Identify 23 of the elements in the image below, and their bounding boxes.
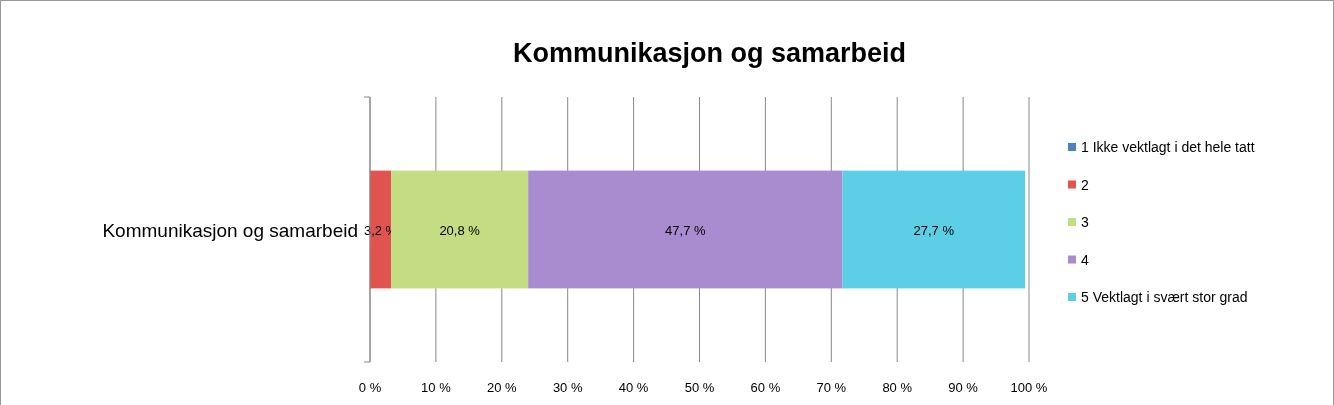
x-tick-label: 50 % xyxy=(684,380,715,395)
x-tick-label: 100 % xyxy=(1010,380,1048,395)
x-tick-label: 0 % xyxy=(358,380,382,395)
data-label: 20,8 % xyxy=(439,222,481,238)
bar xyxy=(842,170,1026,289)
chart-title: Kommunikasjon og samarbeid xyxy=(512,38,907,68)
x-tick-label: 60 % xyxy=(750,380,781,395)
legend-label: 5 Vektlagt i svært stor grad xyxy=(1081,289,1248,305)
x-tick-label: 40 % xyxy=(618,380,649,395)
legend-label: 2 xyxy=(1081,176,1089,193)
legend-label: 3 xyxy=(1081,214,1089,230)
x-tick-label: 10 % xyxy=(421,380,452,395)
x-tick-label: 80 % xyxy=(882,380,913,395)
x-tick-label: 70 % xyxy=(816,380,847,395)
x-tick-label: 20 % xyxy=(486,380,518,395)
legend-label: 4 xyxy=(1081,251,1089,268)
bar xyxy=(528,170,843,289)
data-label: 27,7 % xyxy=(913,222,955,238)
legend-label: 1 Ikke vektlagt i det hele tatt xyxy=(1081,139,1255,155)
data-label: 47,7 % xyxy=(665,222,706,238)
x-tick-label: 90 % xyxy=(948,380,979,395)
x-tick-label: 30 % xyxy=(552,380,583,395)
bar xyxy=(391,170,529,289)
